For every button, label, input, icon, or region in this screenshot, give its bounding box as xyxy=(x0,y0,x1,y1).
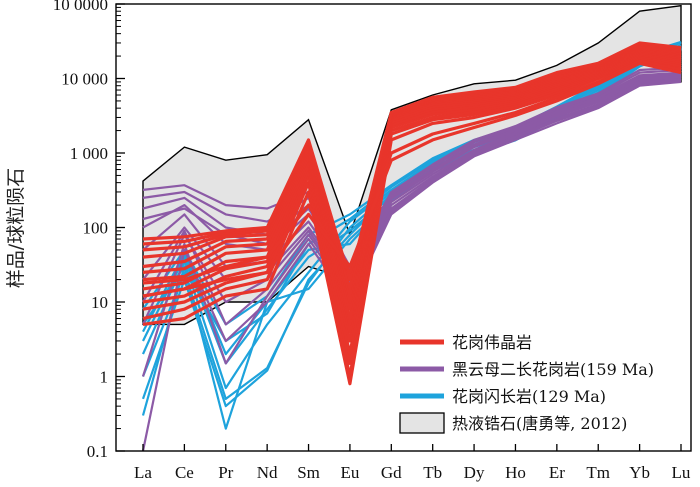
x-tick-label: Ce xyxy=(175,463,194,482)
x-tick-label: Lu xyxy=(672,463,691,482)
x-tick-label: Pr xyxy=(218,463,233,482)
series-line-1-0 xyxy=(141,80,682,452)
plot-area xyxy=(141,4,682,452)
series-line-2-14 xyxy=(142,61,682,298)
y-axis-label: 样品/球粒陨石 xyxy=(5,168,27,288)
legend-label: 花岗伟晶岩 xyxy=(452,333,532,352)
y-axis: 0.1 1 10 100 1 000 10 000 10 0000 xyxy=(53,0,125,461)
series-layer xyxy=(141,40,682,452)
y-tick-label: 10 0000 xyxy=(53,0,108,14)
legend-label: 热液锆石(唐勇等, 2012) xyxy=(452,414,627,433)
y-tick-label: 1 xyxy=(100,368,109,387)
x-tick-label: Eu xyxy=(340,463,359,482)
y-tick-label: 100 xyxy=(83,219,109,238)
series-line-1-1 xyxy=(141,79,682,377)
x-axis: La Ce Pr Nd Sm Eu Gd Tb Dy Ho Er Tm Yb Lu xyxy=(134,444,691,482)
x-tick-label: La xyxy=(134,463,152,482)
series-line-0-3 xyxy=(141,44,682,390)
series-line-2-13 xyxy=(142,59,682,285)
x-tick-label: Tb xyxy=(423,463,442,482)
legend-label: 黑云母二长花岗岩(159 Ma) xyxy=(452,360,654,379)
series-line-1-10 xyxy=(142,78,682,326)
x-tick-label: Tm xyxy=(586,463,610,482)
y-tick-label: 1 000 xyxy=(70,144,108,163)
series-line-1-7 xyxy=(142,68,682,270)
series-group-2 xyxy=(142,41,682,386)
x-tick-label: Ho xyxy=(505,463,526,482)
x-tick-label: Nd xyxy=(257,463,278,482)
series-line-2-12 xyxy=(142,41,682,282)
series-line-1-8 xyxy=(142,66,682,268)
legend-label: 花岗闪长岩(129 Ma) xyxy=(452,387,606,406)
y-tick-label: 10 xyxy=(91,293,108,312)
x-tick-label: Sm xyxy=(297,463,320,482)
series-line-0-5 xyxy=(142,41,682,343)
legend-swatch-area xyxy=(399,412,445,434)
x-tick-label: Er xyxy=(549,463,565,482)
x-tick-label: Gd xyxy=(381,463,402,482)
series-line-2-0 xyxy=(142,57,682,386)
x-tick-label: Yb xyxy=(629,463,650,482)
y-tick-label: 0.1 xyxy=(87,442,108,461)
y-tick-label: 10 000 xyxy=(61,70,108,89)
x-tick-label: Dy xyxy=(464,463,485,482)
